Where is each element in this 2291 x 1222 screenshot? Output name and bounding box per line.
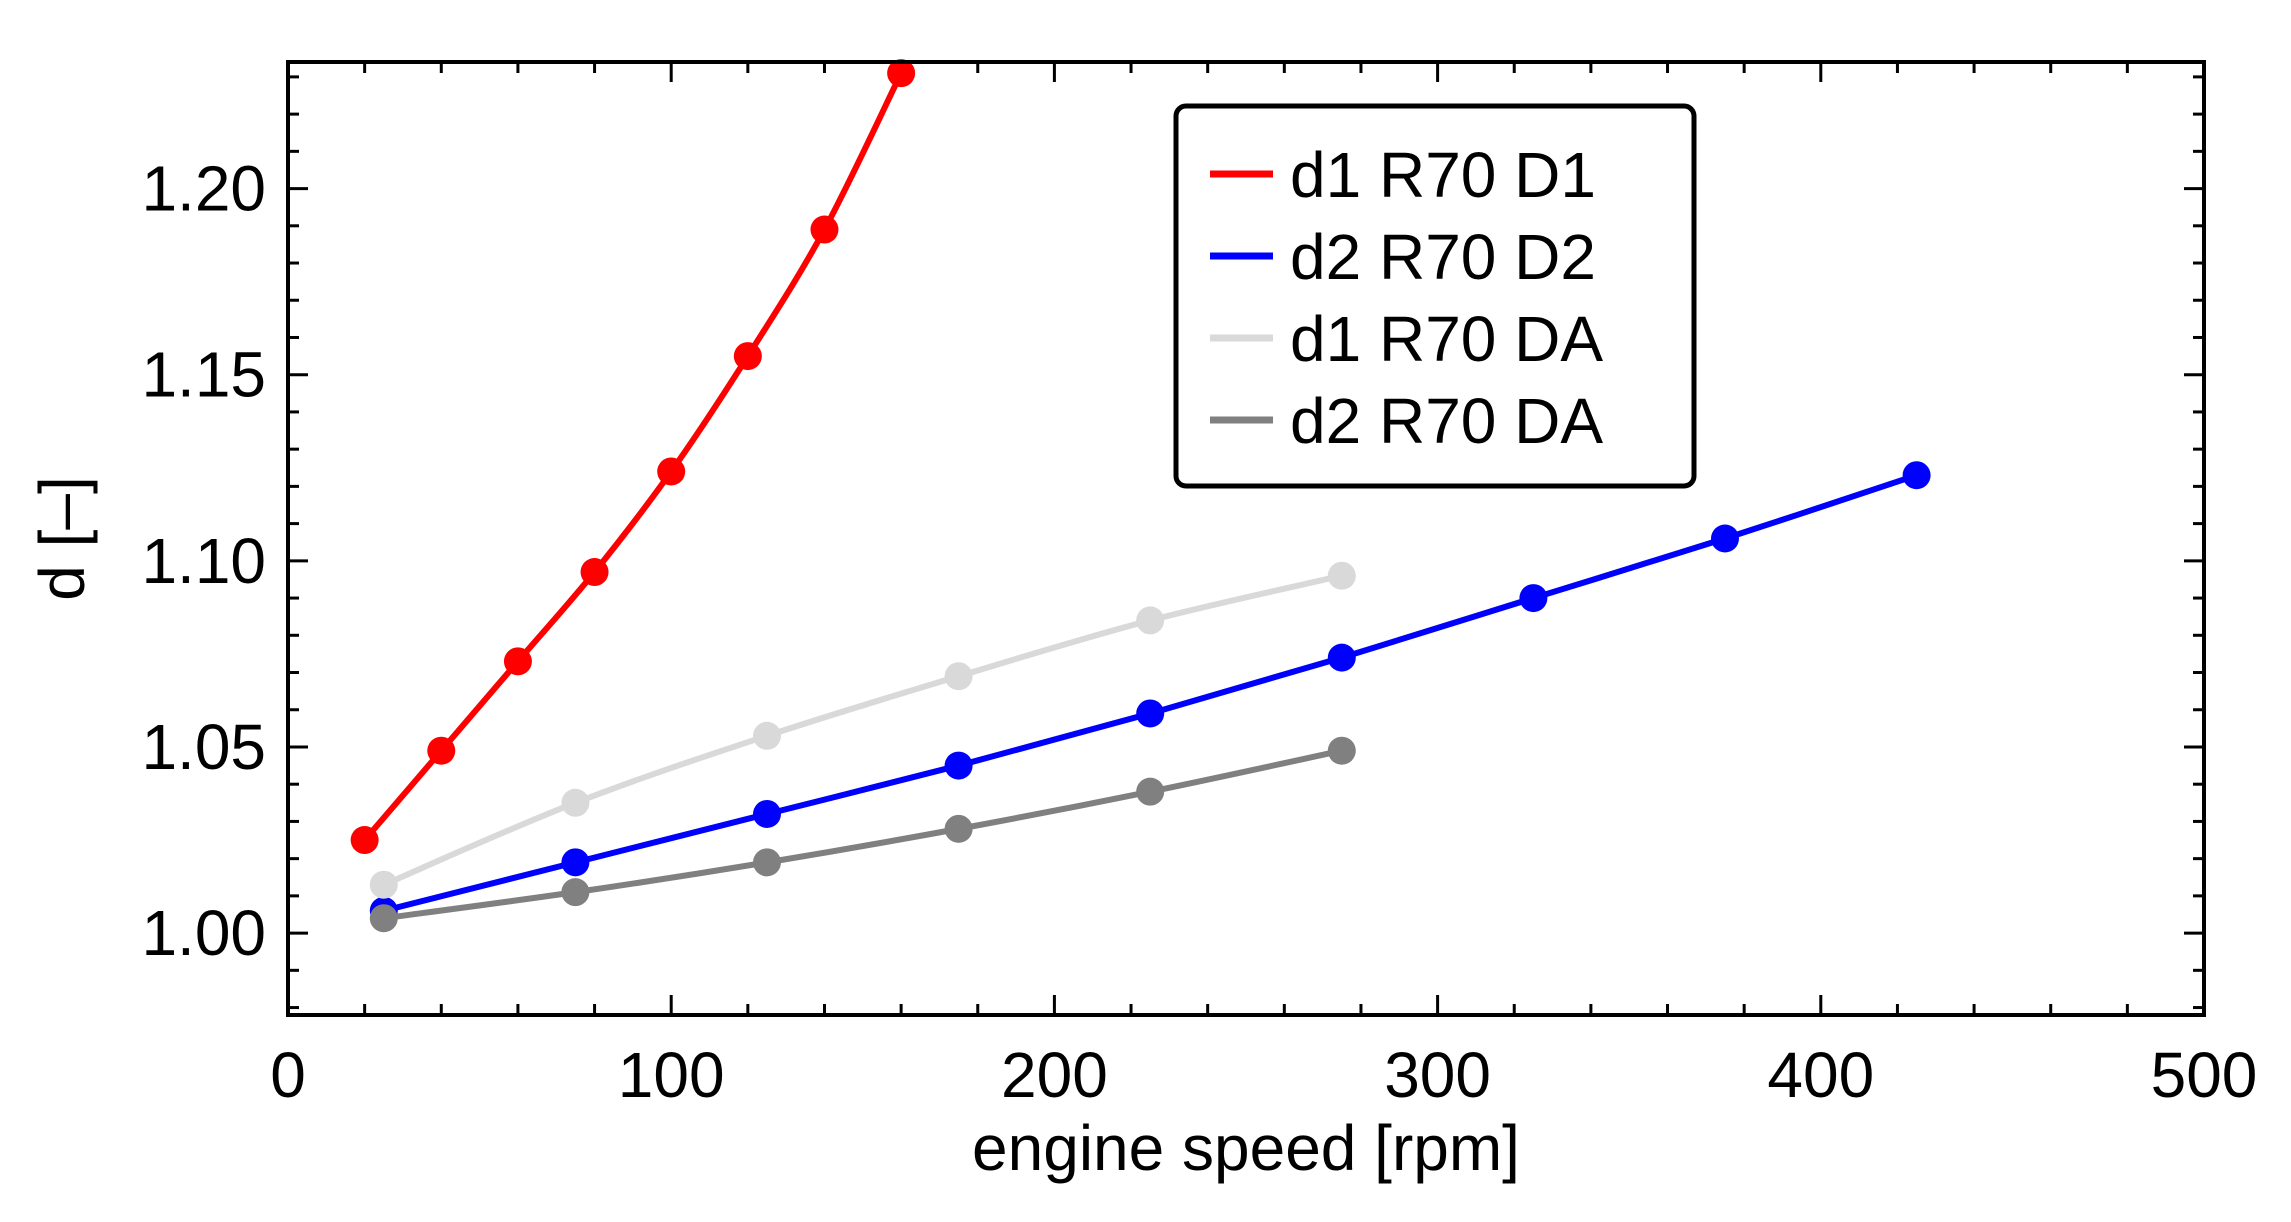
series-line [380, 472, 1920, 914]
y-tick-label: 1.05 [141, 711, 266, 783]
data-point [1327, 561, 1356, 590]
data-point [944, 751, 973, 780]
y-tick-label: 1.00 [141, 897, 266, 969]
data-point [427, 736, 456, 765]
data-point [810, 215, 839, 244]
data-point [944, 662, 973, 691]
data-point [1136, 606, 1165, 635]
data-point [1519, 584, 1548, 613]
series-4 [369, 736, 1356, 933]
data-point [561, 848, 590, 877]
data-point [350, 826, 379, 855]
x-axis-title: engine speed [rpm] [972, 1112, 1520, 1184]
data-point [733, 342, 762, 371]
series-2 [369, 461, 1931, 925]
legend-label: d2 R70 DA [1290, 385, 1603, 457]
series-1 [350, 59, 916, 855]
data-point [753, 721, 781, 750]
legend-item: d2 R70 DA [1210, 385, 1603, 457]
data-point [369, 870, 398, 899]
x-tick-label: 100 [618, 1039, 725, 1111]
data-point [753, 848, 781, 877]
x-tick-label: 200 [1001, 1039, 1108, 1111]
plot-frame [286, 60, 2206, 1017]
y-tick-label: 1.10 [141, 525, 266, 597]
data-point [1902, 461, 1931, 490]
data-point [944, 814, 973, 843]
series-line [361, 70, 905, 844]
data-point [1327, 736, 1356, 765]
data-point [369, 904, 398, 933]
legend-label: d2 R70 D2 [1290, 221, 1596, 293]
data-point [503, 647, 532, 676]
y-tick-label: 1.20 [141, 153, 266, 225]
data-point [1711, 524, 1739, 553]
series-line [380, 572, 1345, 888]
y-tick-label: 1.15 [141, 339, 266, 411]
series-3 [369, 561, 1356, 899]
x-tick-label: 300 [1384, 1039, 1491, 1111]
data-point [561, 878, 590, 907]
x-tick-label: 0 [270, 1039, 306, 1111]
data-point [753, 799, 781, 828]
data-point [887, 59, 916, 88]
x-tick-label: 400 [1767, 1039, 1874, 1111]
data-point [1136, 699, 1165, 728]
x-tick-label: 500 [2151, 1039, 2258, 1111]
series-line [380, 747, 1345, 922]
data-point [1327, 643, 1356, 672]
legend-label: d1 R70 D1 [1290, 139, 1596, 211]
data-point [580, 558, 609, 587]
legend-box [1173, 103, 1697, 489]
data-point [1136, 777, 1165, 806]
data-point [561, 788, 590, 817]
legend-label: d1 R70 DA [1290, 303, 1603, 375]
legend: d1 R70 D1 d2 R70 D2 d1 R70 DA d2 R70 DA [1173, 103, 1697, 489]
tick-labels: 0 100 200 300 400 500 1.00 1.05 1.10 1.15 1.20 [141, 153, 2257, 1111]
data-point [657, 457, 686, 486]
legend-item: d1 R70 DA [1210, 303, 1603, 375]
legend-items: d1 R70 D1 d2 R70 D2 d1 R70 DA d2 R70 DA [1210, 139, 1603, 457]
legend-item: d1 R70 D1 [1210, 139, 1596, 211]
series-lines [350, 59, 1931, 933]
y-axis-title: d [–] [26, 476, 98, 601]
legend-item: d2 R70 D2 [1210, 221, 1596, 293]
